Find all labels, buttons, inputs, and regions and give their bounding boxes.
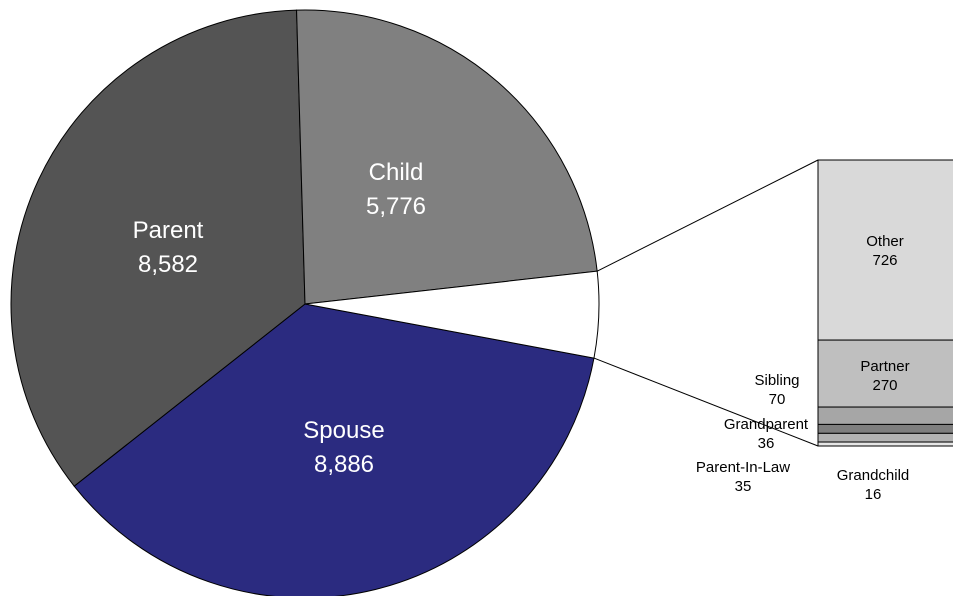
pie-slice-spouse	[73, 303, 595, 596]
secondary-bar	[817, 159, 953, 447]
bar-segment-sibling	[817, 406, 953, 425]
bar-label-partner-name: Partner	[860, 358, 909, 375]
bar-label-grandparent-value: 36	[758, 435, 775, 452]
pie-slice-parent	[10, 9, 306, 487]
bar-label-parent-in-law-value: 35	[735, 478, 752, 495]
bar-label-parent-in-law-name: Parent-In-Law	[696, 459, 790, 476]
bar-label-other-name: Other	[866, 233, 904, 250]
bar-segment-grandparent	[817, 423, 953, 434]
pie-label-child-value: 5,776	[366, 193, 426, 220]
pie-slices	[10, 9, 600, 596]
bar-label-sibling-value: 70	[769, 391, 786, 408]
bar-label-grandparent-name: Grandparent	[724, 416, 809, 433]
connector-line-bottom	[593, 357, 819, 447]
bar-segment-parent-in-law	[817, 432, 953, 443]
bar-label-grandchild-name: Grandchild	[837, 467, 910, 484]
pie-label-child-name: Child	[369, 159, 424, 186]
pie-label-spouse-name: Spouse	[303, 417, 384, 444]
bar-label-partner-value: 270	[872, 377, 897, 394]
pie-slice-child	[296, 9, 598, 305]
bar-label-grandchild-value: 16	[865, 486, 882, 503]
bar-segment-partner	[817, 339, 953, 408]
bar-label-sibling-name: Sibling	[754, 372, 799, 389]
bar-segment-grandchild	[817, 441, 953, 447]
bar-label-other-value: 726	[872, 252, 897, 269]
bar-segment-other	[817, 159, 953, 341]
pie-label-spouse-value: 8,886	[314, 451, 374, 478]
connector-line-top	[596, 159, 819, 272]
pie-label-parent-name: Parent	[133, 217, 204, 244]
connector-lines	[593, 159, 819, 447]
pie-slice-remainder	[304, 270, 600, 359]
pie-label-parent-value: 8,582	[138, 251, 198, 278]
